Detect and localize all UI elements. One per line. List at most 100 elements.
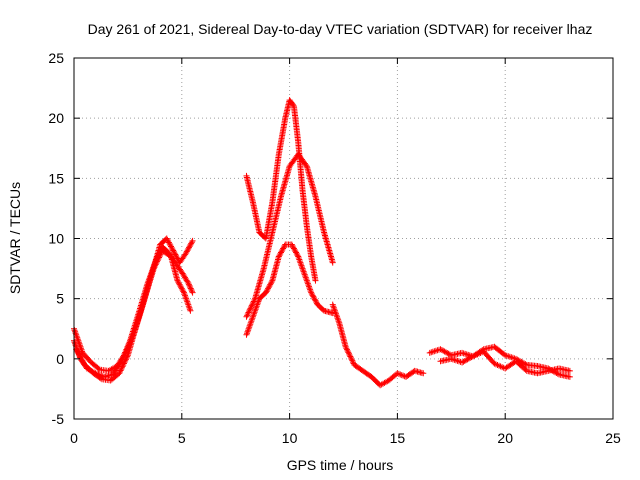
data-point-marker xyxy=(97,375,104,382)
data-point-marker xyxy=(246,308,253,315)
data-point-marker xyxy=(454,357,461,364)
y-tick-label: -5 xyxy=(52,411,65,427)
data-point-marker xyxy=(163,235,170,242)
data-point-marker xyxy=(280,245,287,252)
data-point-marker xyxy=(179,286,186,293)
data-point-marker xyxy=(178,285,185,292)
grid-lines xyxy=(74,58,613,419)
data-point-marker xyxy=(345,349,352,356)
data-point-marker xyxy=(118,366,125,373)
data-point-marker xyxy=(185,280,192,287)
data-point-marker xyxy=(265,284,272,291)
data-point-marker xyxy=(293,250,300,257)
data-point-marker xyxy=(156,254,163,261)
data-point-marker xyxy=(121,359,128,366)
x-tick-label: 15 xyxy=(390,430,406,446)
data-point-marker xyxy=(428,349,435,356)
data-point-marker xyxy=(290,244,297,251)
data-point-marker xyxy=(180,288,187,295)
data-point-marker xyxy=(294,252,301,259)
data-points xyxy=(71,97,573,389)
data-point-marker xyxy=(247,305,254,312)
data-point-marker xyxy=(172,251,179,258)
data-point-marker xyxy=(189,289,196,296)
data-point-marker xyxy=(508,354,515,361)
data-point-marker xyxy=(188,239,195,246)
series-track-f xyxy=(243,241,336,338)
data-point-marker xyxy=(293,249,300,256)
data-point-marker xyxy=(320,306,327,313)
data-point-marker xyxy=(165,238,172,245)
data-point-marker xyxy=(310,293,317,300)
data-point-marker xyxy=(184,247,191,254)
x-axis-ticks: 0 5 10 15 20 25 xyxy=(70,58,621,446)
data-point-marker xyxy=(522,361,529,368)
data-point-marker xyxy=(501,351,508,358)
data-point-marker xyxy=(312,277,319,284)
data-point-marker xyxy=(170,247,177,254)
data-point-marker xyxy=(449,356,456,363)
data-point-marker xyxy=(151,264,158,271)
data-point-marker xyxy=(95,365,102,372)
data-point-marker xyxy=(280,244,287,251)
y-tick-label: 20 xyxy=(48,110,64,126)
data-point-marker xyxy=(244,310,251,317)
data-point-marker xyxy=(122,357,129,364)
data-point-marker xyxy=(420,370,427,377)
data-point-marker xyxy=(150,265,157,272)
data-point-marker xyxy=(178,284,185,291)
data-point-marker xyxy=(173,252,180,259)
data-point-marker xyxy=(277,250,284,257)
data-point-marker xyxy=(289,242,296,249)
data-point-marker xyxy=(186,282,193,289)
data-point-marker xyxy=(290,245,297,252)
data-point-marker xyxy=(397,371,404,378)
data-point-marker xyxy=(185,244,192,251)
data-point-marker xyxy=(432,347,439,354)
data-point-marker xyxy=(167,242,174,249)
data-point-marker xyxy=(554,370,561,377)
data-point-marker xyxy=(245,309,252,316)
chart-title: Day 261 of 2021, Sidereal Day-to-day VTE… xyxy=(88,21,593,37)
data-point-marker xyxy=(187,284,194,291)
data-point-marker xyxy=(118,364,125,371)
data-point-marker xyxy=(117,367,124,374)
y-tick-label: 5 xyxy=(56,291,64,307)
data-point-marker xyxy=(266,282,273,289)
x-tick-label: 5 xyxy=(178,430,186,446)
data-point-marker xyxy=(262,289,269,296)
data-point-marker xyxy=(188,288,195,295)
data-point-marker xyxy=(308,290,315,297)
data-point-marker xyxy=(184,278,191,285)
data-point-marker xyxy=(248,302,255,309)
y-axis-ticks: -5 0 5 10 15 20 25 xyxy=(48,50,613,427)
y-axis-label: SDTVAR / TECUs xyxy=(7,182,23,294)
data-point-marker xyxy=(263,288,270,295)
data-point-marker xyxy=(394,370,401,377)
data-point-marker xyxy=(347,354,354,361)
data-point-marker xyxy=(265,285,272,292)
data-point-marker xyxy=(120,360,127,367)
data-point-marker xyxy=(177,282,184,289)
data-point-marker xyxy=(175,280,182,287)
data-point-marker xyxy=(122,356,129,363)
data-point-marker xyxy=(188,240,195,247)
data-point-marker xyxy=(185,245,192,252)
data-point-marker xyxy=(243,313,250,320)
data-point-marker xyxy=(164,236,171,243)
x-tick-label: 0 xyxy=(70,430,78,446)
series-track-c xyxy=(73,247,194,384)
data-point-marker xyxy=(124,353,131,360)
data-point-marker xyxy=(275,253,282,260)
data-point-marker xyxy=(173,254,180,261)
data-point-marker xyxy=(175,278,182,285)
y-tick-label: 25 xyxy=(48,50,64,66)
series-track-b xyxy=(71,235,196,374)
data-point-marker xyxy=(189,237,196,244)
data-point-marker xyxy=(120,361,127,368)
data-point-marker xyxy=(187,285,194,292)
x-axis-label: GPS time / hours xyxy=(287,457,394,473)
y-tick-label: 10 xyxy=(48,231,64,247)
data-point-marker xyxy=(248,303,255,310)
data-point-marker xyxy=(246,306,253,313)
